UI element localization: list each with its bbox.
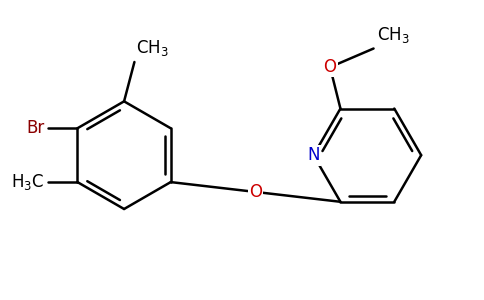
Text: H$_3$C: H$_3$C: [11, 172, 45, 192]
Text: Br: Br: [26, 119, 45, 137]
Text: N: N: [307, 146, 320, 164]
Text: O: O: [324, 58, 336, 76]
Text: CH$_3$: CH$_3$: [136, 38, 169, 58]
Text: O: O: [249, 183, 262, 201]
Text: CH$_3$: CH$_3$: [377, 26, 409, 45]
